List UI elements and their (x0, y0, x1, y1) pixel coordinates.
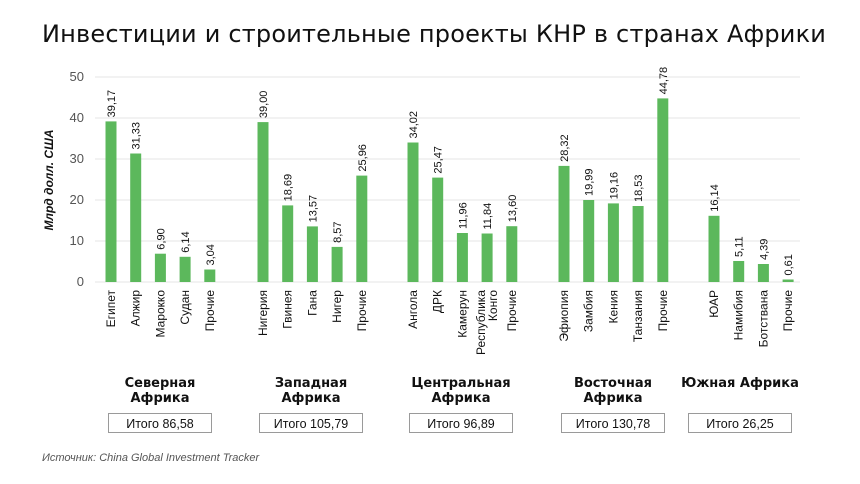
region-total: Итого 26,25 (688, 413, 792, 433)
bar (154, 253, 166, 282)
x-tick-label: Гана (305, 290, 319, 316)
data-label: 4,39 (758, 239, 770, 260)
data-label: 11,84 (482, 203, 494, 230)
data-label: 5,11 (734, 236, 746, 257)
bar (130, 153, 142, 282)
y-tick-label: 20 (70, 192, 84, 207)
x-tick-label: РеспубликаКонго (474, 290, 500, 355)
data-label: 8,57 (332, 221, 344, 242)
bar (558, 165, 570, 282)
bar (356, 175, 368, 282)
bar (257, 122, 269, 282)
y-tick-label: 40 (70, 110, 84, 125)
x-tick-label: Прочие (203, 290, 217, 332)
data-label: 19,16 (608, 172, 620, 200)
region-name: Северная Африка (124, 376, 196, 406)
x-tick-label: Марокко (153, 290, 167, 338)
bar (105, 121, 117, 283)
data-label: 34,02 (408, 111, 420, 139)
bar (306, 226, 318, 282)
x-tick-label: ДРК (431, 290, 445, 313)
x-tick-label: Намибия (732, 290, 746, 340)
y-tick-label: 10 (70, 233, 84, 248)
x-tick-label: Ангола (406, 290, 420, 329)
data-label: 25,96 (357, 144, 369, 172)
data-label: 25,47 (433, 146, 445, 174)
data-label: 19,99 (584, 168, 596, 196)
source-note: Источник: China Global Investment Tracke… (42, 452, 260, 464)
x-tick-label: Камерун (455, 290, 469, 338)
data-label: 18,69 (283, 174, 295, 202)
data-label: 18,53 (633, 174, 645, 202)
region-total: Итого 130,78 (561, 413, 665, 433)
x-tick-label: Гвинея (281, 290, 295, 329)
bar (331, 246, 343, 282)
bar (657, 98, 669, 283)
data-label: 13,60 (507, 195, 519, 223)
data-label: 16,14 (709, 184, 721, 212)
x-tick-label: Эфиопия (557, 290, 571, 342)
x-tick-label: Танзания (631, 290, 645, 342)
x-tick-label: Алжир (129, 290, 143, 327)
bar (583, 200, 595, 282)
region-total: Итого 96,89 (409, 413, 513, 433)
bar (407, 142, 419, 282)
bar (757, 264, 769, 282)
x-tick-label: Нигер (330, 290, 344, 323)
x-tick-label: Ботствана (756, 290, 770, 348)
data-label: 13,57 (307, 195, 319, 223)
bar (733, 261, 745, 282)
bar (506, 226, 518, 282)
region-total: Итого 105,79 (259, 413, 363, 433)
region-total: Итого 86,58 (108, 413, 212, 433)
data-label: 6,14 (180, 231, 192, 252)
bar (481, 233, 493, 282)
x-tick-label: Нигерия (256, 290, 270, 336)
x-tick-label: Прочие (505, 290, 519, 332)
data-label: 6,90 (155, 228, 167, 249)
bar (204, 269, 216, 282)
bar (782, 279, 794, 282)
y-tick-label: 30 (70, 151, 84, 166)
data-label: 0,61 (783, 254, 795, 275)
data-label: 3,04 (205, 244, 217, 265)
x-tick-label: Прочие (656, 290, 670, 332)
region-name: Центральная Африка (411, 376, 511, 406)
bar (607, 203, 619, 282)
region-name: Восточная Африка (573, 376, 653, 406)
bar (179, 256, 191, 282)
x-tick-label: Судан (178, 290, 192, 325)
y-axis-label: Млрд долл. США (42, 130, 56, 231)
y-tick-label: 0 (77, 274, 84, 289)
x-tick-label: Египет (104, 290, 118, 328)
y-tick-label: 50 (70, 69, 84, 84)
x-tick-label: ЮАР (707, 290, 721, 318)
x-tick-label: Прочие (781, 290, 795, 332)
region-name: Западная Африка (274, 376, 348, 406)
data-label: 28,32 (559, 134, 571, 162)
data-label: 39,00 (258, 91, 270, 119)
bar (708, 215, 720, 282)
bar (632, 206, 644, 282)
bar (456, 233, 468, 282)
region-name: Южная Африка (681, 376, 799, 391)
x-tick-label: Кения (606, 290, 620, 324)
data-label: 44,78 (658, 67, 670, 95)
bar (432, 177, 444, 282)
chart-title: Инвестиции и строительные проекты КНР в … (42, 20, 827, 48)
bar (282, 205, 294, 282)
data-label: 31,33 (131, 122, 143, 150)
x-tick-label: Замбия (582, 290, 596, 332)
x-tick-label: Прочие (355, 290, 369, 332)
data-label: 39,17 (106, 90, 118, 118)
data-label: 11,96 (457, 202, 469, 229)
